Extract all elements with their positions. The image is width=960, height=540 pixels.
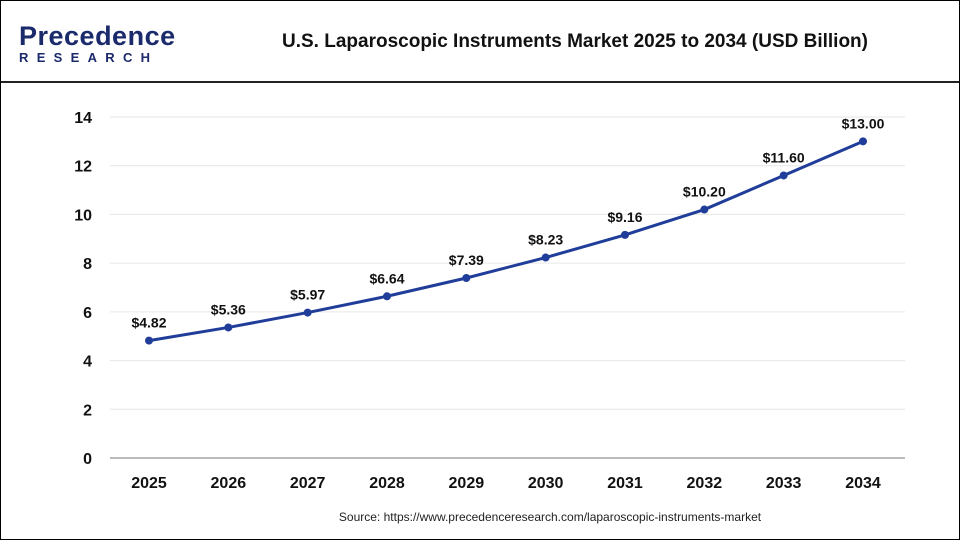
series-line bbox=[148, 139, 864, 343]
x-tick-label: 2034 bbox=[845, 475, 881, 492]
y-tick-label: 14 bbox=[74, 110, 92, 127]
y-tick-label: 6 bbox=[83, 305, 92, 322]
data-label: $13.00 bbox=[842, 115, 885, 131]
data-label: $8.23 bbox=[528, 232, 563, 248]
data-label: $5.97 bbox=[290, 287, 325, 303]
logo-text-top: Precedence bbox=[19, 21, 176, 51]
x-tick-label: 2030 bbox=[528, 475, 564, 492]
data-label: $5.36 bbox=[211, 301, 246, 317]
data-label: $4.82 bbox=[131, 315, 166, 331]
header: Precedence RESEARCH U.S. Laparoscopic In… bbox=[1, 1, 959, 83]
x-tick-label: 2027 bbox=[290, 475, 326, 492]
logo-text-bottom: RESEARCH bbox=[19, 50, 159, 65]
x-tick-label: 2033 bbox=[766, 475, 802, 492]
data-point bbox=[383, 292, 391, 301]
x-tick-label: 2029 bbox=[449, 475, 485, 492]
y-tick-label: 12 bbox=[74, 159, 92, 176]
data-label: $9.16 bbox=[607, 209, 642, 225]
chart-title: U.S. Laparoscopic Instruments Market 202… bbox=[282, 31, 868, 52]
data-point bbox=[224, 323, 233, 332]
data-point bbox=[145, 336, 153, 345]
precedence-research-logo: Precedence RESEARCH bbox=[19, 21, 176, 66]
y-tick-label: 2 bbox=[83, 402, 92, 419]
y-tick-label: 0 bbox=[83, 451, 92, 468]
x-tick-label: 2025 bbox=[131, 475, 167, 492]
source-note: Source: https://www.precedenceresearch.c… bbox=[338, 510, 762, 524]
x-tick-label: 2032 bbox=[687, 475, 723, 492]
data-point bbox=[779, 171, 788, 180]
plot-area bbox=[1, 83, 959, 538]
data-point bbox=[462, 274, 471, 283]
data-point bbox=[303, 308, 312, 317]
data-label: $11.60 bbox=[763, 149, 805, 165]
x-tick-label: 2031 bbox=[607, 475, 643, 492]
data-label: $10.20 bbox=[683, 184, 726, 200]
data-label: $7.39 bbox=[449, 252, 484, 268]
y-tick-label: 10 bbox=[74, 207, 92, 224]
y-tick-label: 4 bbox=[83, 354, 92, 371]
x-tick-label: 2026 bbox=[211, 475, 247, 492]
x-tick-label: 2028 bbox=[369, 475, 405, 492]
data-point bbox=[700, 205, 709, 214]
data-point bbox=[541, 253, 550, 262]
data-point bbox=[621, 230, 629, 239]
y-tick-label: 8 bbox=[83, 256, 92, 273]
data-point bbox=[859, 137, 867, 146]
data-label: $6.64 bbox=[369, 270, 404, 286]
